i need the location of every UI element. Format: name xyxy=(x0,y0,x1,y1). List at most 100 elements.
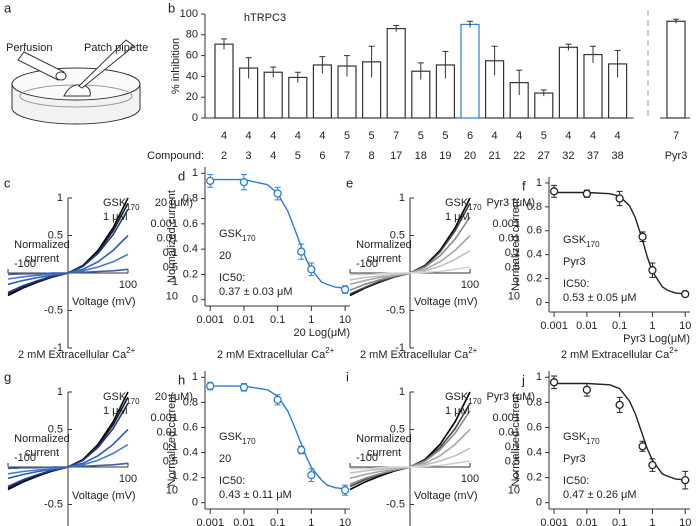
subtitle-part: 2+ xyxy=(126,346,135,355)
ic50-label: IC50: xyxy=(219,475,245,487)
n-label: 7 xyxy=(393,130,399,142)
legend-label: 0.1 xyxy=(163,441,178,453)
legend-label: 0.1 xyxy=(505,441,520,453)
y-tick-label: 0 xyxy=(192,497,198,509)
legend-label: 10 xyxy=(508,484,520,496)
y-tick-label: 0.8 xyxy=(183,396,198,408)
subtitle-part: 2+ xyxy=(669,346,678,355)
x-tick-label: 0.1 xyxy=(270,517,285,526)
n-label: 5 xyxy=(442,130,448,142)
chart-title: hTRPC3 xyxy=(244,12,286,24)
y-tick-label: -0.5 xyxy=(386,498,405,510)
x-tick-label: 0.001 xyxy=(540,320,568,332)
compound-label: 20 xyxy=(219,250,231,262)
data-point xyxy=(582,189,592,198)
data-point xyxy=(549,378,559,387)
x-tick-label: 10 xyxy=(339,517,351,526)
y-tick-label: 1 xyxy=(57,192,63,204)
y-axis-label: Normalized xyxy=(356,433,412,445)
legend-label: 0.001 xyxy=(492,412,520,424)
drug-label-part: 170 xyxy=(586,437,600,446)
panel-letter: f xyxy=(522,178,526,193)
drug-label-part: 170 xyxy=(242,437,256,446)
y-tick-label: 0.8 xyxy=(183,192,198,204)
legend-label: 0.001 xyxy=(492,218,520,230)
ic50-label: IC50: xyxy=(563,278,589,290)
drug-label: GSK170 xyxy=(563,431,600,446)
y-axis-label: current xyxy=(25,447,59,459)
panel-letter: b xyxy=(168,0,175,15)
subtitle: 2 mM Extracellular Ca2+ xyxy=(360,346,478,361)
x-tick-label: 100 xyxy=(119,279,137,291)
x-tick-label: 22 xyxy=(513,150,525,162)
bar xyxy=(558,46,579,119)
subtitle-part: 2 mM Extracellular Ca xyxy=(217,349,326,361)
x-tick-label: 1 xyxy=(649,517,655,526)
y-tick-label: 0.2 xyxy=(527,472,542,484)
x-tick-label: 1 xyxy=(308,517,314,526)
bar xyxy=(288,76,308,119)
data-point xyxy=(648,460,657,470)
x-tick-label: 0.001 xyxy=(196,314,224,326)
data-point xyxy=(638,442,647,451)
legend-label: 0.001 xyxy=(150,218,178,230)
subtitle: 2 mM Extracellular Ca2+ xyxy=(217,346,335,361)
legend-label: 0.1 xyxy=(505,247,520,259)
drug-label-part: 170 xyxy=(468,203,482,212)
x-tick-label: 18 xyxy=(415,150,427,162)
drug-label: GSK170 xyxy=(445,391,482,406)
ic50-value: 0.53 ± 0.05 μM xyxy=(563,292,637,304)
legend-label: 0.1 xyxy=(163,247,178,259)
x-tick-label: -100 xyxy=(14,452,36,464)
y-tick-label: 0.4 xyxy=(183,243,198,255)
bar xyxy=(214,43,234,119)
legend-label: 0.5 xyxy=(163,455,178,467)
panel-letter: d xyxy=(178,168,185,183)
y-tick-label: -0.5 xyxy=(386,304,405,316)
drug-conc: 1 μM xyxy=(103,211,128,223)
x-tick-label: 1 xyxy=(649,320,655,332)
y-tick-label: 0.2 xyxy=(183,472,198,484)
drug-label-part: GSK xyxy=(563,234,587,246)
y-tick-label: 0.2 xyxy=(183,268,198,280)
x-axis-label: 20 Log(μM) xyxy=(294,327,350,339)
bar xyxy=(386,27,406,119)
x-tick-label: 0.01 xyxy=(576,517,597,526)
y-tick-label: 100 xyxy=(180,8,198,20)
x-tick-label: 1 xyxy=(308,314,314,326)
n-label: 4 xyxy=(565,130,571,142)
trace xyxy=(350,460,471,470)
legend-title: Pyr3 (μM) xyxy=(486,197,535,209)
data-point xyxy=(648,266,657,275)
drug-label-part: 170 xyxy=(586,240,600,249)
x-tick-label: 0.01 xyxy=(576,320,597,332)
ic50-value: 0.43 ± 0.11 μM xyxy=(219,489,292,501)
y-tick-label: 0 xyxy=(192,112,198,124)
panel-letter: i xyxy=(346,369,349,384)
legend-label: 10 xyxy=(166,484,178,496)
drug-conc: 1 μM xyxy=(445,405,470,417)
panel-letter: c xyxy=(4,175,11,190)
subtitle-part: 2 mM Extracellular Ca xyxy=(18,349,127,361)
x-axis-label: Voltage (mV) xyxy=(414,490,478,502)
diagram-label: Patch pipette xyxy=(84,42,148,54)
x-tick-label: 0.01 xyxy=(233,314,254,326)
legend-label: 0.01 xyxy=(157,426,178,438)
y-tick-label: 0.5 xyxy=(390,423,405,435)
panel-letter: g xyxy=(4,369,11,384)
x-axis-label: Voltage (mV) xyxy=(72,296,136,308)
data-point xyxy=(273,395,282,405)
data-point xyxy=(615,400,624,410)
y-tick-label: 1 xyxy=(399,192,405,204)
data-point xyxy=(273,189,282,198)
bar xyxy=(263,71,283,119)
drug-label-part: GSK xyxy=(103,391,127,403)
drug-label: GSK170 xyxy=(219,228,256,243)
x-tick-label: 0.1 xyxy=(612,320,627,332)
x-tick-label: 20 xyxy=(464,150,476,162)
y-tick-label: 1 xyxy=(399,386,405,398)
y-axis-label: current xyxy=(367,447,401,459)
x-tick-label: 7 xyxy=(344,150,350,162)
y-tick-label: 0.4 xyxy=(183,446,198,458)
y-tick-label: 0.6 xyxy=(183,218,198,230)
